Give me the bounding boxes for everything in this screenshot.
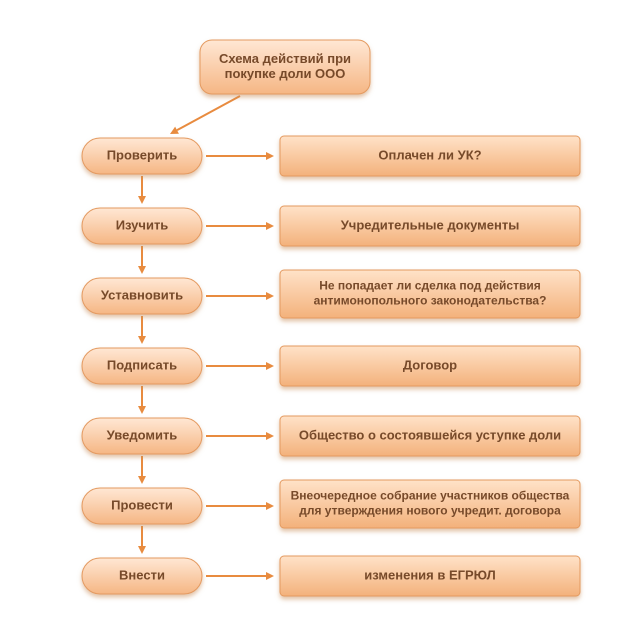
svg-text:покупке доли ООО: покупке доли ООО bbox=[225, 66, 346, 81]
svg-text:Договор: Договор bbox=[403, 357, 457, 372]
svg-text:изменения в ЕГРЮЛ: изменения в ЕГРЮЛ bbox=[364, 567, 495, 582]
svg-text:Внести: Внести bbox=[119, 567, 165, 582]
svg-text:Проверить: Проверить bbox=[107, 147, 178, 162]
svg-text:Общество о состоявшейся уступк: Общество о состоявшейся уступке доли bbox=[299, 427, 561, 442]
svg-text:Оплачен ли УК?: Оплачен ли УК? bbox=[378, 147, 481, 162]
svg-text:Уставновить: Уставновить bbox=[101, 287, 183, 302]
svg-text:Схема действий при: Схема действий при bbox=[219, 51, 351, 66]
svg-text:Не попадает ли сделка под дейс: Не попадает ли сделка под действия bbox=[319, 279, 540, 293]
svg-text:Изучить: Изучить bbox=[116, 217, 169, 232]
svg-text:Уведомить: Уведомить bbox=[107, 427, 178, 442]
svg-text:Провести: Провести bbox=[111, 497, 173, 512]
svg-text:Подписать: Подписать bbox=[107, 357, 177, 372]
svg-text:антимонопольного законодательс: антимонопольного законодательства? bbox=[314, 294, 547, 308]
svg-text:Учредительные документы: Учредительные документы bbox=[341, 217, 520, 232]
svg-text:для утверждения нового учредит: для утверждения нового учредит. договора bbox=[299, 504, 561, 518]
svg-text:Внеочередное собрание участник: Внеочередное собрание участников обществ… bbox=[291, 489, 570, 503]
shapes-layer: Схема действий припокупке доли ООО Провер… bbox=[82, 40, 580, 596]
flowchart-canvas: Схема действий припокупке доли ООО Провер… bbox=[0, 0, 640, 640]
